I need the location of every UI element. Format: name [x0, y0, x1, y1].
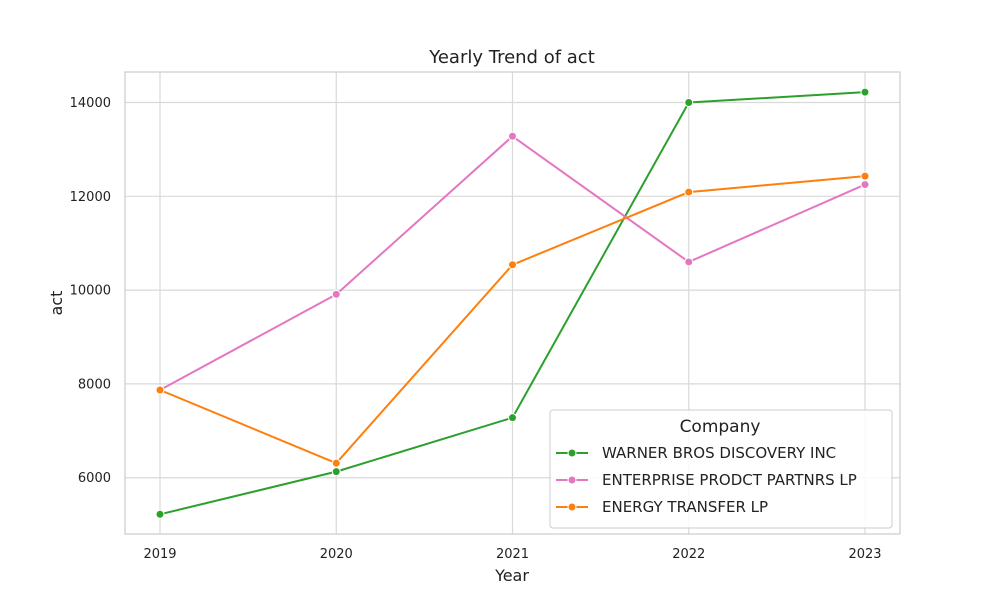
legend-item: ENTERPRISE PRODCT PARTNRS LP [556, 471, 857, 489]
data-point [331, 458, 341, 468]
x-tick-label: 2020 [320, 547, 353, 562]
y-tick-label: 6000 [78, 471, 111, 486]
legend-marker [567, 475, 577, 485]
series-3 [155, 171, 870, 468]
tick-labels: 2019 2020 2021 2022 2023 6000 8000 10000 12000 14… [70, 96, 882, 562]
y-tick-label: 8000 [78, 377, 111, 392]
legend: Company WARNER BROS DISCOVERY INC ENTERPR… [549, 409, 893, 529]
data-point [684, 257, 694, 267]
legend-item: WARNER BROS DISCOVERY INC [556, 444, 836, 462]
data-point [860, 87, 870, 97]
legend-title: Company [680, 417, 761, 437]
data-point [508, 413, 517, 423]
legend-marker [567, 502, 577, 512]
x-tick-label: 2022 [672, 547, 705, 562]
legend-box [549, 409, 893, 529]
x-tick-label: 2021 [496, 547, 529, 562]
data-point [331, 289, 341, 299]
y-tick-label: 12000 [70, 190, 111, 205]
legend-label: ENERGY TRANSFER LP [602, 498, 768, 516]
chart-title: Yearly Trend of act [428, 47, 595, 68]
data-point [155, 385, 165, 395]
legend-label: WARNER BROS DISCOVERY INC [602, 444, 836, 462]
grid [125, 72, 900, 534]
data-point [331, 467, 341, 477]
x-axis-title: Year [494, 566, 529, 585]
data-point [684, 97, 694, 107]
plot-frame [124, 71, 901, 535]
legend-items: WARNER BROS DISCOVERY INC ENTERPRISE PROD… [556, 444, 857, 516]
series-1 [155, 87, 870, 519]
legend-label: ENTERPRISE PRODCT PARTNRS LP [602, 471, 857, 489]
y-axis-title: act [47, 291, 66, 316]
legend-marker [567, 448, 577, 458]
y-tick-label: 10000 [70, 284, 111, 299]
data-point [684, 187, 694, 197]
x-tick-label: 2019 [143, 547, 176, 562]
data-point [508, 131, 517, 141]
data-point [155, 509, 165, 519]
data-point [860, 171, 870, 181]
x-tick-label: 2023 [848, 547, 881, 562]
data-point [860, 180, 870, 190]
y-tick-label: 14000 [70, 96, 111, 111]
legend-item: ENERGY TRANSFER LP [556, 498, 768, 516]
data-point [508, 260, 517, 270]
series-layer [155, 87, 870, 519]
